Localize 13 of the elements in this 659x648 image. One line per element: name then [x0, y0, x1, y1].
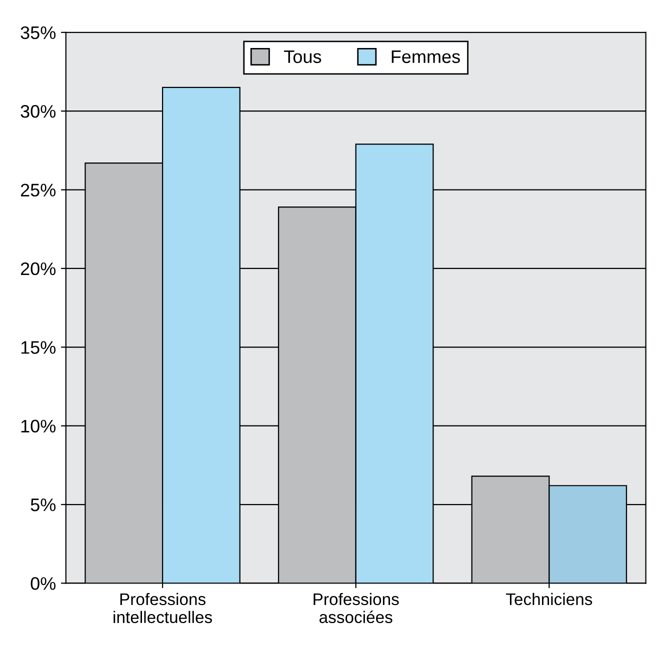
x-tick-label: Techniciens: [506, 592, 592, 606]
x-tick-label: Professions intellectuelles: [114, 592, 212, 624]
y-tick-label: 20%: [20, 262, 56, 276]
legend-label: Femmes: [392, 50, 460, 64]
y-tick-label: 25%: [20, 184, 56, 196]
legend-label: Tous: [284, 50, 322, 64]
y-tick-label: 0%: [30, 577, 56, 590]
x-tick-label: Professions associées: [314, 592, 399, 624]
y-tick-label: 30%: [20, 105, 56, 118]
y-tick-label: 10%: [21, 420, 56, 433]
y-tick-label: 5%: [30, 498, 56, 512]
y-tick-label: 15%: [21, 341, 56, 354]
y-tick-label: 35%: [20, 26, 56, 40]
